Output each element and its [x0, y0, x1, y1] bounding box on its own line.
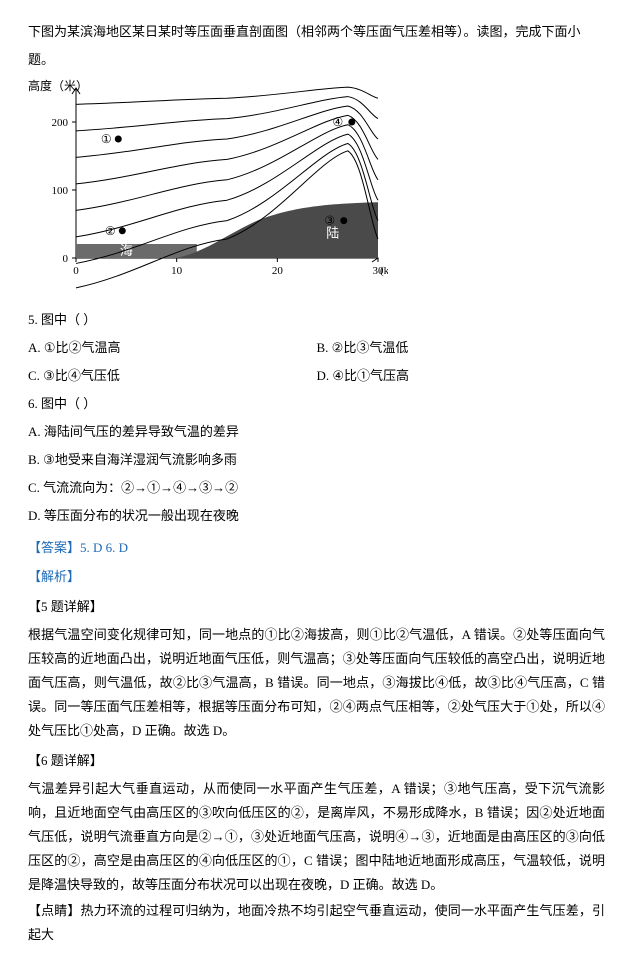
- tip-line: 【点睛】热力环流的过程可归纳为，地面冷热不均引起空气垂直运动，使同一水平面产生气…: [28, 899, 605, 947]
- q5-opt-c: C. ③比④气压低: [28, 364, 317, 388]
- svg-text:20: 20: [272, 265, 284, 277]
- q6-opt-d: D. 等压面分布的状况一般出现在夜晚: [28, 504, 605, 528]
- q6-stem: 6. 图中（ ）: [28, 392, 605, 416]
- analysis-head: 【解析】: [28, 565, 605, 589]
- q5-opt-b: B. ②比③气温低: [317, 336, 606, 360]
- svg-text:②: ②: [105, 224, 116, 238]
- svg-text:①: ①: [101, 132, 112, 146]
- q5-opt-a: A. ①比②气温高: [28, 336, 317, 360]
- q6-opt-b: B. ③地受来自海洋湿润气流影响多雨: [28, 448, 605, 472]
- svg-text:0: 0: [63, 253, 69, 265]
- svg-text:200: 200: [52, 117, 69, 129]
- isobar-chart: 高度（米）01002000102030(km)海陆①②③④: [28, 78, 605, 298]
- svg-text:高度（米）: 高度（米）: [28, 78, 88, 93]
- q6-opt-c: C. 气流流向为：②→①→④→③→②: [28, 476, 605, 500]
- svg-text:10: 10: [171, 265, 183, 277]
- q5-detail-body: 根据气温空间变化规律可知，同一地点的①比②海拔高，则①比②气温低，A 错误。②处…: [28, 623, 605, 743]
- q6-detail-body: 气温差异引起大气垂直运动，从而使同一水平面产生气压差，A 错误；③地气压高，受下…: [28, 777, 605, 897]
- q5-stem: 5. 图中（ ）: [28, 308, 605, 332]
- q6-detail-head: 【6 题详解】: [28, 749, 605, 773]
- answer-line: 【答案】5. D 6. D: [28, 536, 605, 560]
- svg-text:③: ③: [324, 214, 335, 228]
- chart-svg: 高度（米）01002000102030(km)海陆①②③④: [28, 78, 388, 298]
- svg-text:陆: 陆: [326, 226, 339, 241]
- intro-line-1: 下图为某滨海地区某日某时等压面垂直剖面图（相邻两个等压面气压差相等）。读图，完成…: [28, 20, 605, 44]
- q5-opt-d: D. ④比①气压高: [317, 364, 606, 388]
- svg-text:④: ④: [332, 115, 343, 129]
- intro-line-2: 题。: [28, 48, 605, 72]
- q6-opt-a: A. 海陆间气压的差异导致气温的差异: [28, 420, 605, 444]
- svg-text:0: 0: [73, 265, 79, 277]
- svg-text:(km): (km): [380, 265, 388, 277]
- svg-text:100: 100: [52, 185, 69, 197]
- q5-detail-head: 【5 题详解】: [28, 595, 605, 619]
